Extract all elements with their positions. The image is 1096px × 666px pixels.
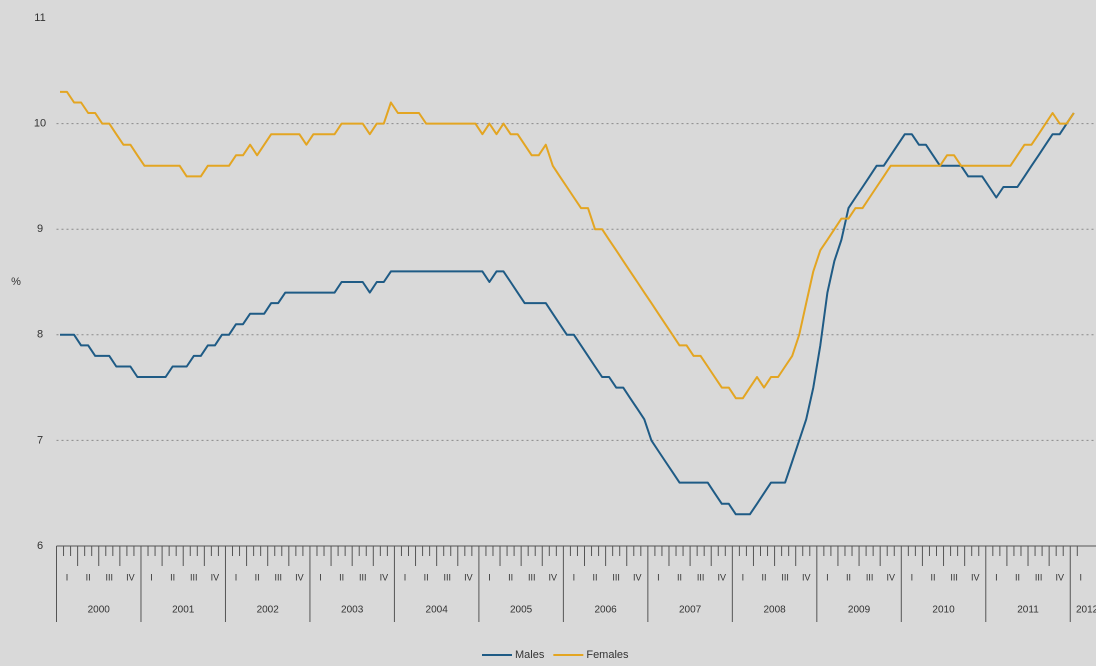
legend-label: Males: [515, 649, 545, 661]
quarter-label: IV: [802, 572, 811, 582]
quarter-label: III: [528, 572, 536, 582]
quarter-label: IV: [1055, 572, 1064, 582]
quarter-label: I: [488, 572, 491, 582]
legend-label: Females: [586, 649, 629, 661]
quarter-label: IV: [971, 572, 980, 582]
y-tick-label: 10: [34, 118, 46, 130]
quarter-label: II: [1015, 572, 1020, 582]
quarter-label: IV: [380, 572, 389, 582]
quarter-label: IV: [211, 572, 220, 582]
quarter-label: III: [866, 572, 874, 582]
quarter-label: I: [742, 572, 745, 582]
year-label: 2009: [848, 605, 871, 616]
quarter-label: I: [1080, 572, 1083, 582]
quarter-label: II: [508, 572, 513, 582]
quarter-label: I: [404, 572, 407, 582]
quarter-label: IV: [633, 572, 642, 582]
year-label: 2008: [763, 605, 786, 616]
series-line: [60, 90, 1075, 400]
quarter-label: IV: [295, 572, 304, 582]
year-label: 2006: [594, 605, 617, 616]
quarter-label: IV: [886, 572, 895, 582]
year-label: 2005: [510, 605, 533, 616]
quarter-label: I: [319, 572, 322, 582]
y-tick-label: 6: [37, 540, 43, 552]
quarter-label: I: [573, 572, 576, 582]
year-label: 2007: [679, 605, 702, 616]
year-label: 2001: [172, 605, 195, 616]
quarter-label: II: [677, 572, 682, 582]
quarter-label: I: [150, 572, 153, 582]
quarter-label: I: [826, 572, 829, 582]
quarter-label: III: [612, 572, 620, 582]
quarter-label: III: [275, 572, 283, 582]
quarter-label: III: [781, 572, 789, 582]
quarter-label: I: [995, 572, 998, 582]
year-label: 2002: [257, 605, 280, 616]
quarter-label: II: [170, 572, 175, 582]
quarter-label: IV: [718, 572, 727, 582]
quarter-label: II: [593, 572, 598, 582]
year-label: 2004: [426, 605, 449, 616]
quarter-label: III: [190, 572, 198, 582]
quarter-label: I: [911, 572, 914, 582]
quarter-label: II: [846, 572, 851, 582]
year-label: 2012: [1076, 605, 1096, 616]
quarter-label: III: [1035, 572, 1043, 582]
year-label: 2010: [932, 605, 955, 616]
quarter-label: I: [235, 572, 238, 582]
quarter-label: I: [66, 572, 69, 582]
quarter-label: II: [762, 572, 767, 582]
y-tick-label: 9: [37, 223, 43, 235]
year-label: 2011: [1017, 605, 1039, 616]
quarter-label: II: [255, 572, 260, 582]
series-line: [60, 112, 1075, 516]
quarter-label: IV: [549, 572, 558, 582]
quarter-label: II: [424, 572, 429, 582]
y-tick-label: 7: [37, 434, 43, 446]
y-tick-label: 8: [37, 329, 43, 341]
quarter-label: I: [657, 572, 660, 582]
quarter-label: IV: [126, 572, 135, 582]
y-tick-label: 11: [34, 12, 45, 24]
quarter-label: III: [106, 572, 114, 582]
quarter-label: II: [930, 572, 935, 582]
quarter-label: II: [86, 572, 91, 582]
quarter-label: IV: [464, 572, 473, 582]
year-label: 2003: [341, 605, 364, 616]
quarter-label: II: [339, 572, 344, 582]
quarter-label: III: [443, 572, 451, 582]
quarter-label: III: [950, 572, 958, 582]
year-label: 2000: [88, 605, 111, 616]
quarter-label: III: [697, 572, 705, 582]
quarter-label: III: [359, 572, 367, 582]
y-axis-label: %: [11, 276, 21, 288]
